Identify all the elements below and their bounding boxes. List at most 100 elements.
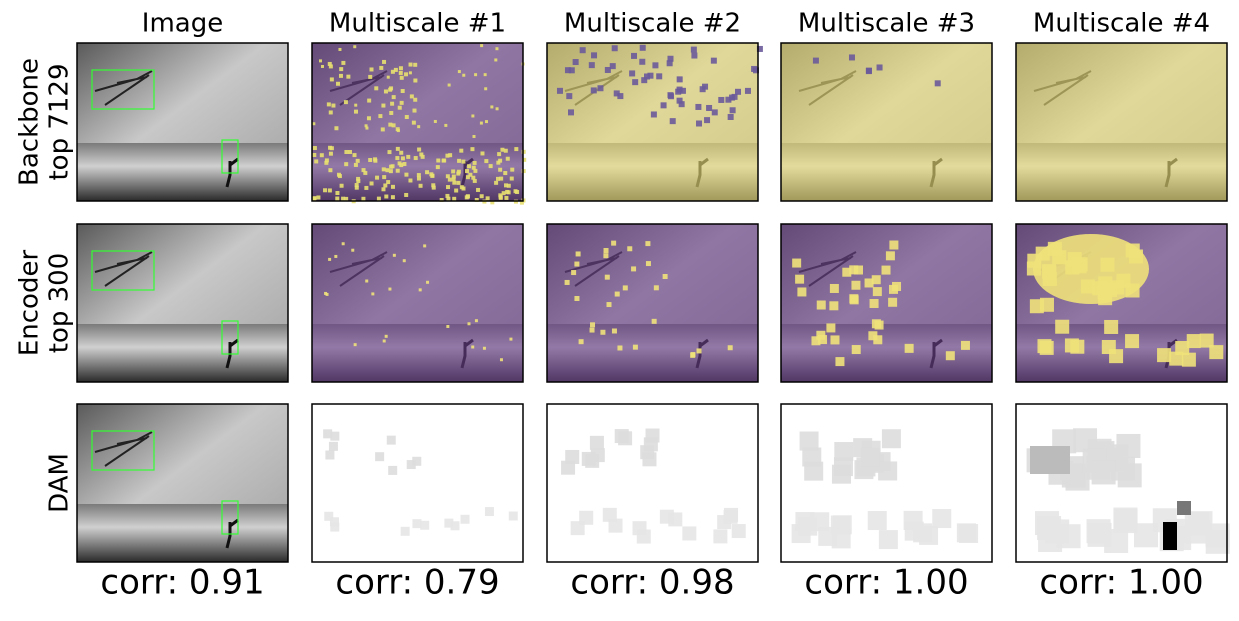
mask-cell: [351, 248, 355, 252]
column-title: Multiscale #1: [329, 9, 506, 39]
box-kite: [91, 250, 155, 291]
mask-cell: [642, 452, 657, 467]
mask-cell: [431, 185, 436, 190]
mask-cell: [727, 113, 734, 120]
kite-lines: [94, 431, 153, 467]
mask-cell: [480, 44, 484, 48]
mask-cell: [1181, 352, 1196, 367]
mask-cell: [830, 335, 840, 345]
panel: [780, 42, 993, 202]
mask-cell: [869, 298, 879, 308]
panel-frame: [546, 42, 759, 202]
mask-cell: [498, 193, 503, 198]
mask-cell: [316, 195, 321, 200]
mask-cell: [326, 102, 331, 107]
mask-cell: [445, 193, 450, 198]
mask-cell: [435, 165, 440, 170]
mask-cell: [388, 465, 398, 475]
mask-cell: [729, 107, 736, 114]
mask-cell: [327, 188, 332, 193]
mask-cell: [812, 57, 819, 64]
mask-cell: [327, 61, 332, 66]
mask-cell: [603, 253, 609, 259]
mask-cell: [470, 147, 475, 152]
mask-cell: [361, 196, 366, 201]
mask-cell: [622, 285, 628, 291]
mask-cell: [330, 431, 340, 441]
mask-cell: [408, 178, 413, 183]
mask-cell: [888, 297, 898, 307]
mask-cell: [456, 169, 461, 174]
mask-cell: [643, 437, 658, 452]
mask-cell: [590, 87, 597, 94]
mask-cell: [386, 75, 390, 79]
mask-cell: [368, 74, 373, 79]
mask-cell: [413, 78, 418, 83]
mask-cell: [565, 449, 580, 464]
mask-cell: [457, 70, 461, 74]
mask-cell: [461, 186, 466, 191]
mask-cell: [679, 87, 686, 94]
mask-cell: [382, 59, 387, 64]
mask-cell: [676, 97, 683, 104]
mask-cell: [499, 176, 504, 181]
mask-cell: [729, 94, 736, 101]
correlation-label: corr: 0.79: [335, 563, 499, 603]
mask-cell: [404, 115, 409, 120]
heatmap-cell: [1177, 501, 1191, 515]
mask-cell: [354, 185, 359, 190]
mask-cell: [494, 58, 498, 62]
mask-cell: [386, 180, 391, 185]
mask-cell: [503, 171, 508, 176]
mask-cell: [468, 172, 473, 177]
mask-cell: [651, 318, 657, 324]
mask-cell: [467, 322, 471, 326]
panel: [311, 42, 527, 205]
mask-cell: [341, 196, 346, 201]
mask-cell: [645, 261, 651, 267]
mask-cell: [341, 60, 346, 65]
mask-cell: [319, 153, 324, 158]
mask-cell: [406, 154, 411, 159]
mask-cell: [488, 164, 493, 169]
mask-cell: [864, 278, 874, 288]
mask-cell: [1186, 334, 1201, 349]
panel: [780, 403, 993, 563]
mask-cell: [575, 251, 581, 257]
mask-cell: [381, 167, 386, 172]
mask-cell: [323, 429, 333, 439]
mask-cell: [382, 175, 387, 180]
mask-cell: [328, 110, 333, 115]
panel-frame: [311, 42, 524, 202]
mask-cell: [452, 196, 457, 201]
mask-cell: [867, 511, 887, 531]
panel: [1015, 403, 1230, 563]
mask-cell: [329, 77, 334, 82]
mask-cell: [617, 345, 623, 351]
mask-cell: [934, 80, 941, 87]
mask-cell: [578, 339, 584, 345]
panel: [76, 223, 289, 383]
mask-cell: [472, 178, 477, 183]
mask-cell: [368, 158, 373, 163]
mask-cell: [802, 447, 822, 467]
mask-cell: [873, 335, 883, 345]
mask-cell: [452, 180, 457, 185]
mask-cell: [816, 330, 826, 340]
mask-cell: [849, 294, 859, 304]
mask-cell: [904, 521, 924, 541]
mask-cell: [1125, 334, 1140, 349]
mask-cell: [490, 105, 494, 109]
mask-cell: [641, 77, 648, 84]
mask-cell: [312, 122, 316, 126]
mask-cell: [391, 95, 396, 100]
mask-cell: [330, 522, 340, 532]
mask-cell: [676, 76, 683, 83]
mask-cell: [312, 152, 317, 157]
mask-cell: [446, 324, 450, 328]
mask-cell: [614, 291, 620, 297]
mask-cell: [816, 300, 826, 310]
mask-cell: [399, 100, 404, 105]
mask-cell: [632, 521, 647, 536]
mask-cell: [871, 275, 881, 285]
